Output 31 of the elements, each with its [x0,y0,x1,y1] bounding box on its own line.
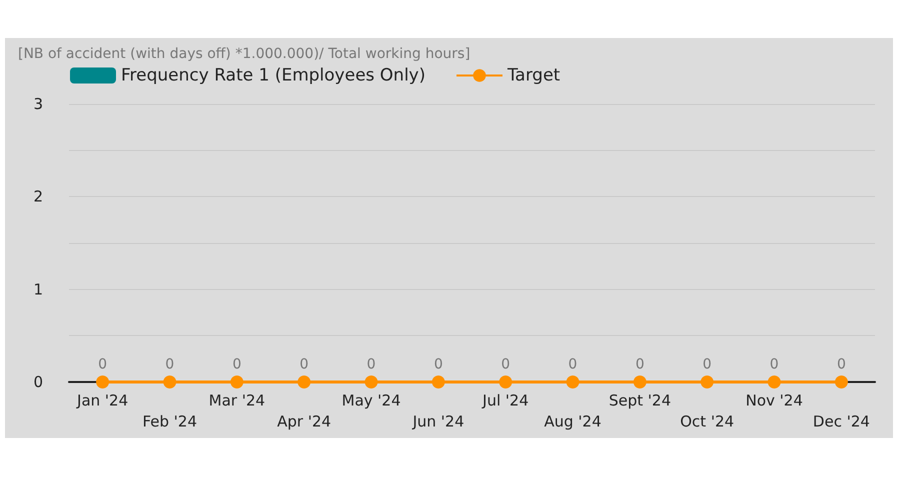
x-tick-label: Mar '24 [208,392,266,410]
x-tick-label: Oct '24 [680,412,734,430]
x-tick-label: Dec '24 [812,412,870,430]
data-label: 0 [300,356,309,372]
data-label: 0 [232,356,242,372]
data-label: 0 [635,356,644,372]
x-tick-label: Jun '24 [412,412,464,430]
data-label: 0 [702,356,712,372]
x-tick-label: Apr '24 [277,412,332,430]
x-tick-label: Jul '24 [482,392,529,410]
y-tick-label: 1 [33,280,43,298]
data-label: 0 [770,356,779,372]
x-tick-label: Nov '24 [746,392,803,410]
data-label: 0 [434,356,443,372]
data-label: 0 [165,356,174,372]
data-label: 0 [568,356,578,372]
y-tick-label: 2 [33,188,43,206]
x-tick-label: Jan '24 [76,392,128,410]
data-label: 0 [836,356,846,372]
data-label: 0 [98,356,108,372]
y-tick-label: 0 [33,373,43,391]
chart-title: [NB of accident (with days off) *1.000.000)/ Total working hours] [18,46,470,62]
legend-label: Frequency Rate 1 (Employees Only) [121,66,426,86]
legend-label: Target [506,66,560,86]
x-tick-label: Sept '24 [608,392,671,410]
data-label: 0 [501,356,510,372]
x-tick-label: Aug '24 [544,412,602,430]
y-tick-label: 3 [33,95,43,113]
x-tick-label: May '24 [342,392,401,410]
data-label: 0 [366,356,376,372]
x-tick-label: Feb '24 [142,412,198,430]
